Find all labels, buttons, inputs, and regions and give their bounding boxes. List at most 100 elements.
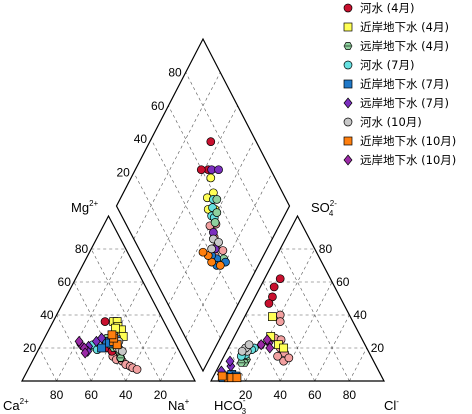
legend-label: 远岸地下水 (4月) xyxy=(360,39,449,53)
diamond-frame xyxy=(115,37,291,373)
legend-marker xyxy=(343,60,353,70)
legend-marker xyxy=(343,97,353,109)
frame-layer xyxy=(21,37,385,382)
ca-tick-label: 40 xyxy=(119,388,133,402)
anion-point xyxy=(264,299,274,308)
diamond-grid-b xyxy=(168,105,256,273)
anion-point xyxy=(275,317,285,326)
legend-label: 远岸地下水 (10月) xyxy=(360,153,456,167)
cl-tick-label: 40 xyxy=(274,388,288,402)
cation-grid-a xyxy=(56,314,92,382)
anion-point xyxy=(269,282,279,292)
cl-tick-label: 20 xyxy=(239,388,253,402)
cation-point xyxy=(97,332,107,344)
na-axis-label: Na+ xyxy=(168,397,190,413)
anion-point xyxy=(284,353,294,363)
legend-marker xyxy=(343,154,353,166)
ca-tick-label: 60 xyxy=(85,388,99,402)
cation-point xyxy=(132,365,142,374)
anion-grid-b xyxy=(349,347,367,382)
diamond-point xyxy=(206,137,216,146)
diamond-grid-b xyxy=(133,172,221,339)
legend: 河水 (4月) 近岸地下水 (4月) 远岸地下水 (4月) 河水 (7月) 近岸地下水 … xyxy=(343,1,456,167)
cation-grid-b xyxy=(160,347,178,382)
hco3-axis-label: HCO-3 xyxy=(214,396,247,414)
ca-tick-label: 80 xyxy=(50,388,64,402)
anion-grid-a xyxy=(262,281,316,382)
diamond-point xyxy=(214,165,223,175)
diamond-point xyxy=(196,165,206,175)
legend-marker xyxy=(343,136,353,146)
cation-grid-a xyxy=(39,347,57,382)
cation-triangle-frame xyxy=(21,214,196,382)
legend-label: 近岸地下水 (10月) xyxy=(360,134,456,148)
diamond-grid-b xyxy=(150,139,238,306)
diamond-grid-a xyxy=(168,139,256,306)
anion-grid-a xyxy=(279,248,350,382)
anion-point xyxy=(225,355,235,367)
diamond-tick-label: 40 xyxy=(134,132,148,146)
diamond-point xyxy=(218,246,228,255)
anion-point xyxy=(237,346,247,356)
anion-point xyxy=(273,351,282,361)
anion-point xyxy=(217,371,227,381)
ca-axis-label: Ca2+ xyxy=(3,397,29,413)
legend-label: 河水 (4月) xyxy=(360,1,414,15)
diamond-point xyxy=(215,261,225,270)
mg-tick-label: 80 xyxy=(75,242,89,256)
diamond-point xyxy=(214,237,223,247)
anion-point xyxy=(275,274,285,284)
so4-tick-label: 40 xyxy=(353,308,367,322)
diamond-point xyxy=(212,208,222,217)
legend-label: 近岸地下水 (7月) xyxy=(360,77,449,91)
mg-tick-label: 40 xyxy=(40,308,54,322)
cation-point xyxy=(97,343,106,353)
anion-triangle-frame xyxy=(210,214,385,382)
diamond-tick-label: 80 xyxy=(168,65,182,79)
legend-marker xyxy=(343,3,353,13)
mg-tick-label: 60 xyxy=(58,275,72,289)
cation-point xyxy=(117,346,127,356)
diamond-point xyxy=(206,173,216,183)
cation-point xyxy=(107,330,117,340)
anion-grid-a xyxy=(228,347,246,382)
cl-axis-label: Cl- xyxy=(384,397,399,413)
anion-point xyxy=(256,339,266,351)
diamond-tick-label: 60 xyxy=(151,99,165,113)
anion-point xyxy=(232,373,242,383)
anion-point xyxy=(244,340,254,350)
diamond-tick-label: 20 xyxy=(116,166,130,180)
legend-label: 远岸地下水 (7月) xyxy=(360,96,449,110)
mg-tick-label: 20 xyxy=(23,341,37,355)
data-points xyxy=(74,137,294,383)
diamond-grid-a xyxy=(150,105,238,273)
legend-marker xyxy=(343,79,353,89)
so4-tick-label: 80 xyxy=(319,242,333,256)
legend-label: 河水 (10月) xyxy=(360,115,422,129)
cation-grid-a xyxy=(90,248,161,382)
anion-point xyxy=(268,312,277,321)
so4-tick-label: 60 xyxy=(336,275,350,289)
legend-label: 近岸地下水 (4月) xyxy=(360,20,449,34)
legend-marker xyxy=(343,117,353,127)
anion-point xyxy=(265,342,275,354)
anion-point xyxy=(279,343,289,353)
anion-point xyxy=(262,334,272,346)
mg-axis-label: Mg2+ xyxy=(71,199,99,215)
anion-grid-b xyxy=(279,281,333,382)
legend-marker xyxy=(343,22,353,32)
cl-tick-label: 60 xyxy=(308,388,322,402)
tick-layer: 80 60 40 20 20 40 60 80 20 40 60 80 20 40 60 80 20 40 60 80 xyxy=(23,65,384,402)
diamond-point xyxy=(198,247,208,257)
so4-tick-label: 20 xyxy=(371,341,385,355)
cation-point xyxy=(100,317,110,326)
so4-axis-label: SO2-4 xyxy=(311,199,337,218)
cl-tick-label: 80 xyxy=(343,388,357,402)
cation-point xyxy=(74,335,84,347)
diamond-point xyxy=(210,218,220,227)
diamond-grid-a xyxy=(133,72,221,240)
diamond-point xyxy=(212,195,222,204)
diamond-point xyxy=(207,244,216,254)
diamond-grid-b xyxy=(185,72,273,240)
